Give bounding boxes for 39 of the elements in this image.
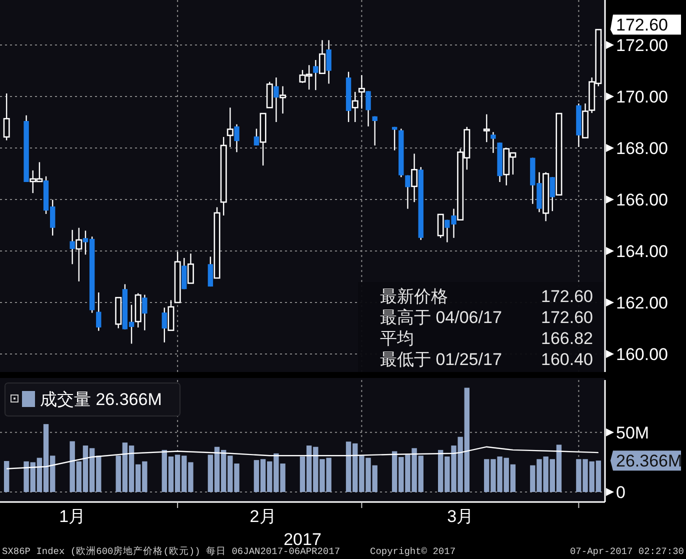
candlestick [318,40,326,74]
line-series [6,446,600,470]
annotation: 26.366M [616,452,682,471]
candlestick [352,91,358,123]
text: 最高于 04/06/17 172.60 [380,308,593,327]
y-tick-label: 172.00 [616,36,668,55]
y-tick-label: 50M [616,423,650,442]
y-tick-label: 166.00 [616,190,668,210]
text: 07-Apr-2017 02:27:30 [570,546,684,557]
candlestick [280,86,286,114]
candlestick [372,116,378,146]
candlestick [358,74,365,110]
y-tick-label: 164.00 [616,242,668,261]
x-tick-label: 3月 [447,507,474,526]
candlestick [490,131,496,154]
legend-label: 成交量 26.366M [40,390,162,409]
candlestick [96,292,102,332]
x-tick-label: 2月 [250,507,276,526]
y-tick-label: 162.00 [616,293,668,312]
candlestick [76,227,82,282]
text: 最低于 01/25/17 160.40 [380,350,593,369]
candlestick [411,153,418,203]
text: Copyright© 2017 [370,546,456,557]
candlestick [437,214,444,238]
candlestick [187,252,194,284]
y-tick-label: 168.00 [616,138,668,158]
x-tick-label: 1月 [59,507,86,526]
y-tick-label: 160.00 [616,344,668,364]
y-tick-label: 0 [616,482,626,502]
y-tick-label: 170.00 [616,87,668,106]
candlestick [3,92,10,141]
text: 平均 166.82 [380,328,593,348]
candlestick [226,107,234,148]
candlestick [483,114,490,143]
text: 最新价格 172.60 [380,286,593,306]
candlestick [266,81,273,108]
annotation: 172.60 [616,16,668,35]
candlestick [168,300,174,331]
bar [4,461,10,492]
